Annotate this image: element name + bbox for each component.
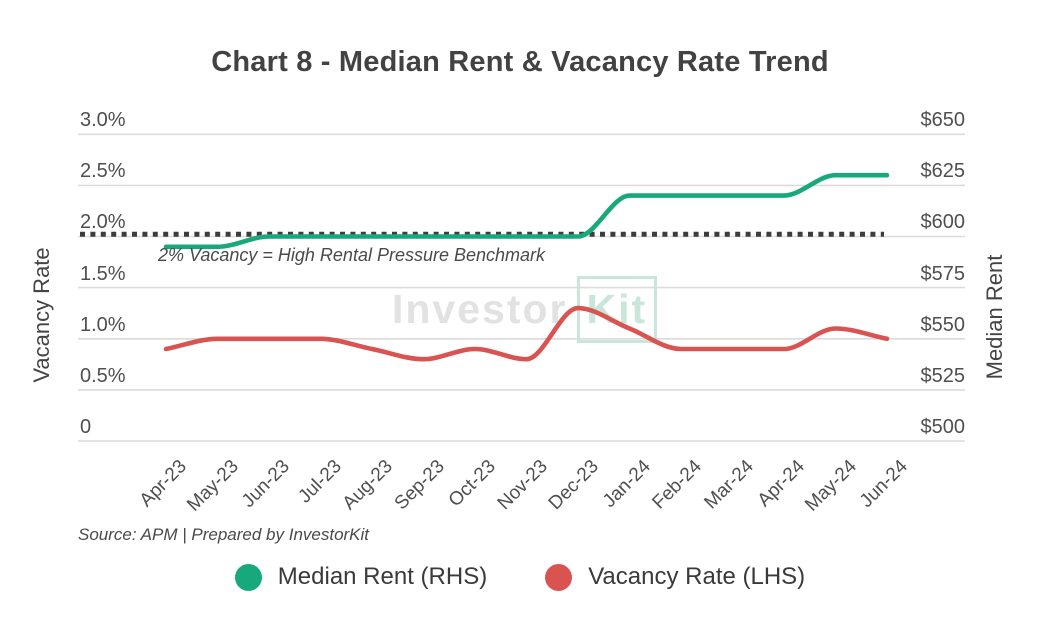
right-axis-title: Median Rent bbox=[982, 254, 1007, 380]
watermark-text-investor: Investor bbox=[392, 286, 568, 332]
left-axis-tick: 2.0% bbox=[80, 211, 126, 233]
investorkit-watermark: Investor Kit bbox=[392, 276, 658, 343]
left-axis-tick: 0 bbox=[80, 416, 92, 438]
legend-label-vacancy-rate: Vacancy Rate (LHS) bbox=[588, 563, 806, 590]
legend-label-median-rent: Median Rent (RHS) bbox=[277, 563, 488, 590]
left-axis-tick: 1.5% bbox=[80, 263, 126, 285]
legend-item-vacancy-rate[interactable]: Vacancy Rate (LHS) bbox=[545, 563, 805, 591]
right-axis-tick: $500 bbox=[920, 416, 966, 438]
right-axis-tick: $525 bbox=[920, 365, 966, 387]
series-line-vacancy-rate-lhs[interactable] bbox=[163, 305, 890, 362]
left-axis-tick: 1.0% bbox=[80, 314, 126, 336]
legend-item-median-rent[interactable]: Median Rent (RHS) bbox=[234, 563, 488, 591]
left-axis-title: Vacancy Rate bbox=[29, 247, 54, 383]
right-axis-tick: $575 bbox=[920, 263, 966, 285]
right-axis-tick: $550 bbox=[920, 314, 966, 336]
left-axis-tick: 0.5% bbox=[80, 365, 126, 387]
source-note: Source: APM | Prepared by InvestorKit bbox=[78, 525, 370, 544]
legend-dot-median-rent bbox=[234, 563, 262, 591]
series-line-median-rent-rhs[interactable] bbox=[163, 172, 890, 250]
chart-title: Chart 8 - Median Rent & Vacancy Rate Tre… bbox=[211, 46, 829, 78]
left-axis-tick: 2.5% bbox=[80, 160, 126, 182]
left-axis-tick: 3.0% bbox=[80, 109, 126, 131]
chart-legend: Median Rent (RHS) Vacancy Rate (LHS) bbox=[0, 563, 1040, 591]
right-axis-tick: $650 bbox=[920, 109, 966, 131]
right-axis-tick: $625 bbox=[920, 160, 966, 182]
right-axis-tick: $600 bbox=[920, 211, 966, 233]
benchmark-annotation: 2% Vacancy = High Rental Pressure Benchm… bbox=[158, 245, 546, 265]
legend-dot-vacancy-rate bbox=[545, 563, 573, 591]
